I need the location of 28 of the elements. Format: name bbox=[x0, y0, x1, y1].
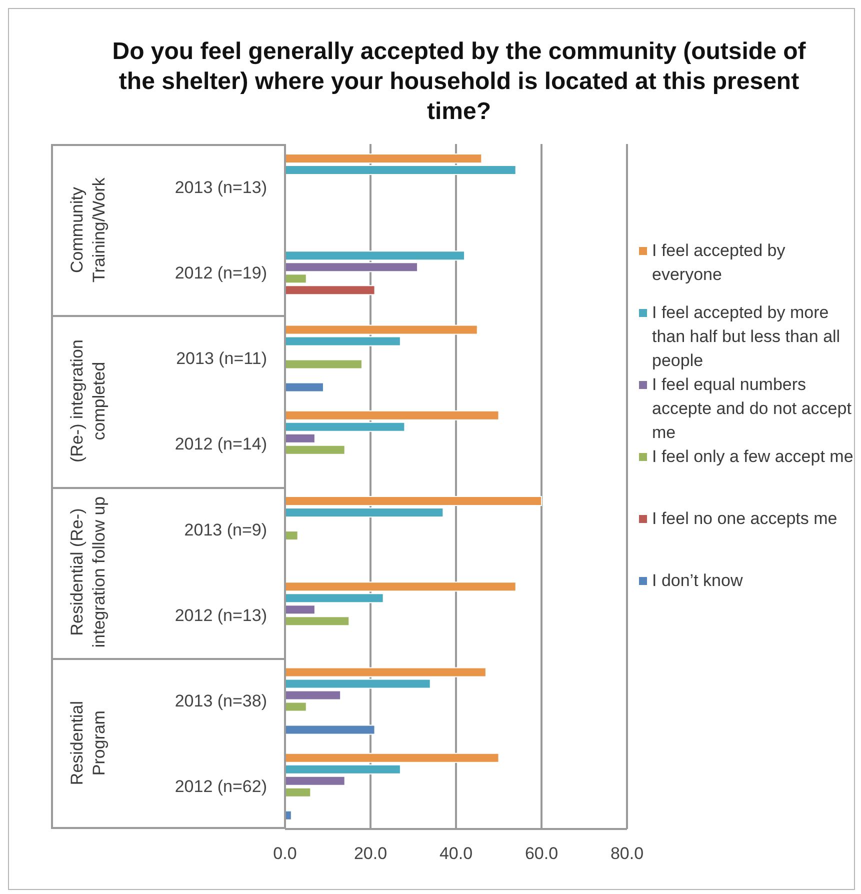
y-tick-label: 2012 (n=14) bbox=[174, 434, 267, 454]
legend-label: I feel accepted by more than half but less than all people bbox=[652, 303, 840, 370]
y-tick-label: 2013 (n=11) bbox=[176, 349, 267, 368]
bar bbox=[285, 724, 376, 735]
x-tick-label: 40.0 bbox=[439, 844, 473, 864]
text: (Re-) integration completed bbox=[68, 339, 109, 462]
text: Residential (Re-) integration follow up bbox=[68, 496, 109, 648]
x-tick-label: 20.0 bbox=[354, 844, 388, 864]
x-tick-label: 0.0 bbox=[273, 844, 297, 864]
text: Community Training/Work bbox=[68, 177, 109, 282]
text: Residential Program bbox=[68, 701, 109, 786]
y-tick-label: 2013 (n=9) bbox=[184, 520, 267, 540]
x-tick-label: 80.0 bbox=[610, 844, 644, 864]
legend-label: I feel no one accepts me bbox=[652, 509, 838, 528]
bar bbox=[285, 530, 298, 540]
y-tick-label: 2013 (n=38) bbox=[174, 692, 267, 711]
y-tick-label: 2012 (n=19) bbox=[174, 263, 267, 282]
legend-label: I feel accepted by everyone bbox=[652, 241, 786, 284]
legend-label: I don’t know bbox=[652, 571, 743, 590]
bar bbox=[285, 382, 324, 392]
y-tick-label: 2012 (n=62) bbox=[174, 777, 267, 796]
legend-label: I feel only a few accept me bbox=[652, 447, 854, 466]
chart-title: Do you feel generally accepted by the community (outside of the shelter) where your household is located at this present time? bbox=[112, 38, 806, 125]
legend-label: I feel equal numbers accepte and do not accept me bbox=[652, 375, 852, 442]
y-tick-label: 2013 (n=13) bbox=[174, 178, 267, 197]
bar bbox=[285, 359, 362, 370]
x-tick-label: 60.0 bbox=[524, 844, 558, 864]
y-tick-label: 2012 (n=13) bbox=[174, 606, 267, 625]
